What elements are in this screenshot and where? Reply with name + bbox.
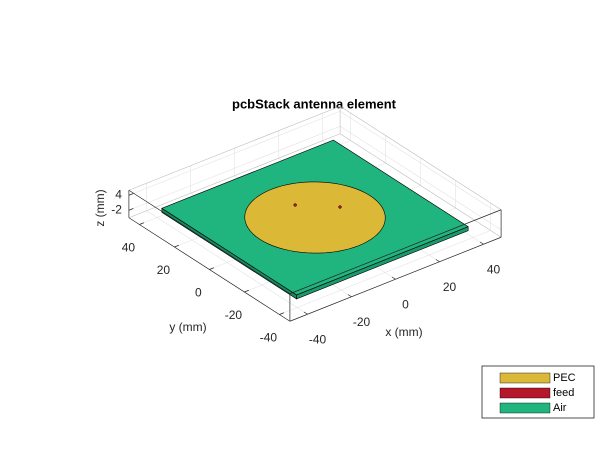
- legend-label: Air: [553, 402, 567, 414]
- box-edge: [128, 133, 341, 219]
- z-tick-label: 4: [115, 187, 122, 201]
- tick-mark: [479, 241, 484, 245]
- z-axis-label: z (mm): [93, 189, 107, 226]
- y-tick-label: -20: [225, 308, 243, 322]
- z-tick-label: -2: [111, 202, 122, 216]
- grid-line: [339, 110, 502, 216]
- x-tick-label: -40: [309, 332, 327, 346]
- tick-mark: [209, 267, 214, 270]
- tick-mark: [128, 208, 134, 211]
- axis-line: [289, 209, 502, 295]
- y-tick-label: -40: [260, 331, 278, 345]
- x-axis-label: x (mm): [385, 325, 422, 339]
- x-tick-label: 0: [402, 297, 409, 311]
- tick-mark: [174, 244, 179, 248]
- y-tick-label: 40: [122, 241, 136, 255]
- legend-swatch: [499, 372, 551, 384]
- y-tick-label: 0: [195, 286, 202, 300]
- x-tick-label: -20: [353, 315, 371, 329]
- tick-mark: [435, 259, 440, 263]
- legend-swatch: [499, 402, 551, 414]
- grid-line: [128, 110, 341, 196]
- y-axis-label: y (mm): [169, 320, 206, 334]
- axis-line: [128, 189, 291, 295]
- y-tick-label: 20: [157, 263, 171, 277]
- tick-mark: [391, 276, 396, 280]
- feed: [293, 203, 297, 207]
- box-edge: [339, 133, 502, 238]
- chart-title: pcbStack antenna element: [232, 96, 397, 111]
- grid-line: [339, 125, 502, 231]
- legend-label: PEC: [553, 372, 576, 384]
- legend-label: feed: [553, 387, 574, 399]
- box-edge: [128, 105, 341, 191]
- tick-mark: [139, 222, 144, 225]
- box-edge: [339, 105, 502, 211]
- x-tick-label: 20: [443, 280, 457, 294]
- x-tick-label: 40: [487, 262, 501, 276]
- feed: [338, 205, 342, 209]
- grid-line: [279, 230, 491, 315]
- tick-mark: [347, 294, 352, 298]
- tick-mark: [303, 311, 308, 315]
- grid-line: [128, 125, 341, 211]
- legend-swatch: [499, 387, 551, 399]
- patch: [244, 181, 386, 254]
- tick-mark: [244, 289, 249, 293]
- tick-mark: [128, 193, 134, 196]
- tick-mark: [279, 312, 284, 315]
